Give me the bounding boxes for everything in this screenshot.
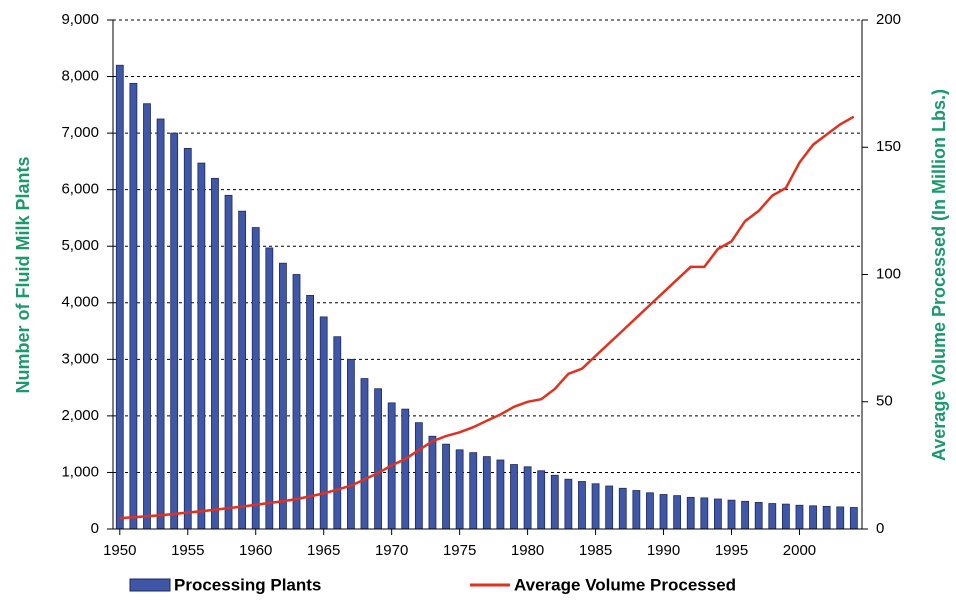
bar bbox=[836, 506, 845, 530]
bar bbox=[265, 247, 274, 530]
bar bbox=[673, 495, 682, 530]
bar bbox=[523, 466, 532, 530]
x-tick-label: 1995 bbox=[715, 542, 748, 559]
bar bbox=[646, 492, 654, 530]
legend-label: Processing Plants bbox=[174, 575, 321, 594]
y-tick-label: 0 bbox=[91, 520, 99, 537]
bar bbox=[224, 194, 233, 530]
bar bbox=[550, 474, 559, 530]
y2-tick-label: 0 bbox=[876, 520, 884, 537]
bar bbox=[700, 497, 709, 530]
bar bbox=[564, 478, 573, 530]
bar bbox=[428, 435, 437, 530]
y2-tick-label: 150 bbox=[876, 138, 901, 155]
bar bbox=[741, 500, 749, 530]
bar bbox=[632, 490, 641, 530]
bar bbox=[197, 162, 206, 530]
bar bbox=[279, 262, 287, 530]
bar bbox=[537, 470, 546, 530]
bar bbox=[211, 177, 219, 530]
bar bbox=[374, 388, 382, 530]
y-axis-title: Number of Fluid Milk Plants bbox=[13, 156, 33, 393]
bar bbox=[591, 483, 600, 530]
bar bbox=[714, 498, 722, 530]
line bbox=[119, 115, 855, 520]
bar bbox=[156, 118, 165, 530]
x-tick-label: 1970 bbox=[375, 542, 408, 559]
y-tick-label: 7,000 bbox=[61, 124, 99, 141]
bar bbox=[809, 505, 817, 530]
bar bbox=[414, 422, 423, 530]
bar bbox=[469, 452, 478, 530]
bar bbox=[442, 443, 450, 530]
bar bbox=[727, 499, 736, 530]
bar bbox=[251, 227, 260, 530]
x-tick-label: 1960 bbox=[239, 542, 272, 559]
bar bbox=[183, 147, 192, 530]
y-tick-label: 6,000 bbox=[61, 181, 99, 198]
x-tick-label: 1985 bbox=[579, 542, 612, 559]
y2-tick-label: 200 bbox=[876, 11, 901, 28]
bar bbox=[319, 316, 328, 530]
bar bbox=[238, 210, 247, 530]
x-tick-label: 1975 bbox=[443, 542, 476, 559]
y-tick-label: 5,000 bbox=[61, 237, 99, 254]
y2-axis-title: Average Volume Processed (In Million Lbs… bbox=[929, 89, 949, 461]
x-tick-label: 1980 bbox=[511, 542, 544, 559]
y-tick-label: 3,000 bbox=[61, 350, 99, 367]
bar bbox=[849, 507, 858, 530]
bar bbox=[115, 64, 124, 530]
bar bbox=[306, 295, 315, 530]
bar bbox=[143, 103, 151, 530]
bar bbox=[496, 459, 505, 530]
bar bbox=[292, 274, 301, 530]
bar bbox=[333, 336, 342, 530]
bar bbox=[360, 378, 369, 530]
bar bbox=[795, 504, 804, 530]
bar bbox=[455, 449, 464, 530]
y-tick-label: 1,000 bbox=[61, 463, 99, 480]
y-tick-label: 2,000 bbox=[61, 407, 99, 424]
x-tick-label: 1955 bbox=[171, 542, 204, 559]
bar bbox=[659, 494, 668, 530]
y2-tick-label: 100 bbox=[876, 265, 901, 282]
bar bbox=[618, 487, 627, 530]
x-tick-label: 1990 bbox=[647, 542, 680, 559]
y2-tick-label: 50 bbox=[876, 393, 893, 410]
bar bbox=[346, 358, 355, 530]
bar bbox=[510, 464, 518, 530]
x-tick-label: 1965 bbox=[307, 542, 340, 559]
x-tick-label: 2000 bbox=[783, 542, 816, 559]
y-tick-label: 4,000 bbox=[61, 294, 99, 311]
bar bbox=[686, 496, 695, 530]
legend-label: Average Volume Processed bbox=[514, 575, 736, 594]
y-tick-label: 9,000 bbox=[61, 11, 99, 28]
bar bbox=[578, 481, 586, 530]
bar bbox=[605, 485, 614, 530]
bar bbox=[781, 503, 790, 530]
x-tick-label: 1950 bbox=[103, 542, 136, 559]
y-tick-label: 8,000 bbox=[61, 68, 99, 85]
bar bbox=[129, 82, 138, 530]
bar bbox=[401, 408, 410, 530]
bar bbox=[768, 503, 777, 530]
bar bbox=[822, 505, 831, 530]
bar bbox=[170, 132, 179, 530]
bar bbox=[482, 456, 491, 530]
bar bbox=[754, 502, 763, 530]
legend-swatch bbox=[129, 578, 171, 592]
